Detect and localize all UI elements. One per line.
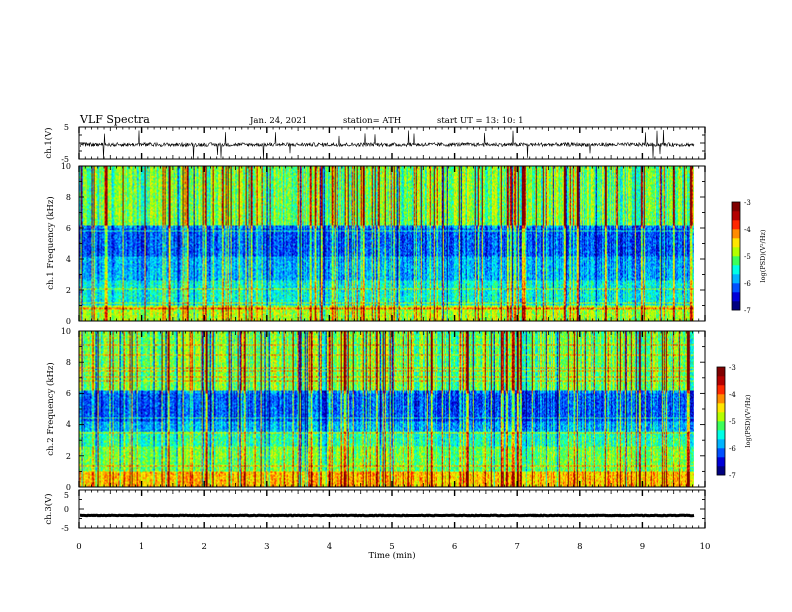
colorbar-step bbox=[732, 301, 740, 311]
ch2-freq-tick-8: 8 bbox=[66, 358, 71, 367]
ch2-colorbar-tick-m5: -5 bbox=[729, 418, 736, 426]
ch1-colorbar-tick-m3: -3 bbox=[744, 199, 751, 207]
colorbar-step bbox=[717, 412, 725, 422]
figure-title: VLF Spectra bbox=[79, 113, 150, 126]
colorbar-step bbox=[717, 394, 725, 404]
ch2-spectrogram-panel: 0 2 4 6 8 10 ch.2 Frequency (kHz) bbox=[45, 327, 706, 492]
ch1-colorbar: -3 -4 -5 -6 -7 log(PSD)(V²/Hz) bbox=[731, 199, 767, 315]
ch2-colorbar-gradient bbox=[717, 367, 725, 476]
ch2-colorbar-tick-m4: -4 bbox=[729, 391, 736, 399]
ch1-freq-tick-2: 2 bbox=[66, 286, 71, 295]
ch1-waveform-ylabel: ch.1(V) bbox=[43, 127, 54, 158]
time-tick-label: 8 bbox=[577, 542, 582, 552]
ch1-waveform-panel: 5 -5 ch.1(V) bbox=[43, 123, 706, 164]
spectrogram-heatmap-cells bbox=[79, 166, 694, 321]
colorbar-step bbox=[717, 367, 725, 377]
ch1-ytick-bottom: -5 bbox=[61, 155, 69, 164]
colorbar-step bbox=[732, 274, 740, 284]
ch1-colorbar-tick-m5: -5 bbox=[744, 253, 751, 261]
time-axis-label: Time (min) bbox=[368, 550, 415, 561]
time-tick-label: 9 bbox=[640, 542, 645, 552]
ch1-spectrogram-image bbox=[79, 166, 694, 321]
colorbar-step bbox=[717, 385, 725, 395]
ch3-ytick-bottom: -5 bbox=[61, 524, 69, 533]
date-label: Jan. 24, 2021 bbox=[249, 116, 307, 126]
time-tick-label: 5 bbox=[389, 542, 394, 552]
spectrogram-heatmap-cells bbox=[79, 331, 694, 487]
ch1-colorbar-tick-m7: -7 bbox=[744, 307, 751, 315]
ch2-colorbar-tick-m6: -6 bbox=[729, 445, 736, 453]
ch2-freq-tick-4: 4 bbox=[66, 420, 71, 429]
header: VLF Spectra Jan. 24, 2021 station= ATH s… bbox=[79, 113, 524, 126]
ch1-waveform-trace bbox=[80, 129, 695, 160]
ch1-ytick-top: 5 bbox=[64, 123, 69, 132]
colorbar-step bbox=[732, 202, 740, 212]
start-time-label: start UT = 13: 10: 1 bbox=[437, 116, 524, 126]
ch2-colorbar-tick-m3: -3 bbox=[729, 364, 736, 372]
ch3-ytick-mid: 0 bbox=[64, 505, 69, 514]
colorbar-step bbox=[717, 430, 725, 440]
ch1-colorbar-gradient bbox=[732, 202, 740, 311]
time-tick-label: 2 bbox=[201, 542, 206, 552]
ch3-waveform-ylabel: ch.3(V) bbox=[43, 493, 54, 524]
ch1-waveform-plot bbox=[80, 129, 695, 160]
time-tick-label: 4 bbox=[327, 542, 332, 552]
colorbar-step bbox=[732, 265, 740, 275]
station-label: station= ATH bbox=[343, 116, 401, 126]
time-tick-label: 6 bbox=[452, 542, 457, 552]
ch1-freq-tick-10: 10 bbox=[61, 162, 71, 171]
time-tick-labels: 0 1 2 3 4 5 6 7 8 9 10 bbox=[76, 542, 710, 552]
time-tick-label: 1 bbox=[139, 542, 144, 552]
ch1-spectrogram-ticks bbox=[78, 165, 706, 322]
ch1-freq-tick-4: 4 bbox=[66, 255, 71, 264]
ch2-spectrogram-image bbox=[79, 331, 694, 487]
ch1-spectrogram-panel: 0 2 4 6 8 10 ch.1 Frequency (kHz) bbox=[45, 162, 706, 326]
colorbar-step bbox=[717, 448, 725, 458]
colorbar-step bbox=[732, 211, 740, 221]
ch3-ytick-top: 5 bbox=[64, 491, 69, 500]
time-tick-label: 7 bbox=[514, 542, 519, 552]
time-tick-label: 3 bbox=[264, 542, 269, 552]
ch2-colorbar-label: log(PSD)(V²/Hz) bbox=[744, 394, 752, 447]
colorbar-step bbox=[717, 376, 725, 386]
colorbar-step bbox=[732, 292, 740, 302]
ch1-colorbar-tick-m6: -6 bbox=[744, 280, 751, 288]
colorbar-step bbox=[732, 256, 740, 266]
time-axis: 0 1 2 3 4 5 6 7 8 9 10 Time (min) bbox=[76, 542, 710, 561]
colorbar-step bbox=[717, 457, 725, 467]
ch1-colorbar-tick-m4: -4 bbox=[744, 226, 751, 234]
ch1-colorbar-frame bbox=[731, 201, 741, 311]
colorbar-step bbox=[732, 238, 740, 248]
ch2-spectrogram-ticks bbox=[78, 330, 706, 488]
ch1-colorbar-label: log(PSD)(V²/Hz) bbox=[759, 229, 767, 282]
ch1-freq-tick-6: 6 bbox=[66, 224, 71, 233]
ch2-colorbar-frame bbox=[716, 366, 726, 476]
ch2-colorbar-tick-m7: -7 bbox=[729, 472, 736, 480]
ch1-waveform-ticks bbox=[78, 126, 706, 160]
colorbar-step bbox=[717, 403, 725, 413]
ch2-freq-tick-2: 2 bbox=[66, 452, 71, 461]
colorbar-step bbox=[717, 421, 725, 431]
colorbar-step bbox=[732, 229, 740, 239]
ch3-waveform-plot bbox=[80, 513, 695, 518]
colorbar-step bbox=[717, 466, 725, 476]
ch1-freq-ylabel: ch.1 Frequency (kHz) bbox=[45, 196, 56, 289]
ch1-freq-tick-0: 0 bbox=[66, 317, 71, 326]
colorbar-step bbox=[732, 247, 740, 257]
ch2-colorbar: -3 -4 -5 -6 -7 log(PSD)(V²/Hz) bbox=[716, 364, 752, 480]
ch3-waveform-panel: 5 0 -5 ch.3(V) bbox=[43, 489, 706, 533]
colorbar-step bbox=[732, 220, 740, 230]
ch2-freq-ylabel: ch.2 Frequency (kHz) bbox=[45, 362, 56, 455]
ch2-freq-tick-0: 0 bbox=[66, 483, 71, 492]
ch1-freq-tick-8: 8 bbox=[66, 193, 71, 202]
colorbar-step bbox=[717, 439, 725, 449]
ch2-freq-tick-10: 10 bbox=[61, 327, 71, 336]
time-tick-label: 10 bbox=[700, 542, 711, 552]
time-tick-label: 0 bbox=[76, 542, 81, 552]
ch3-waveform-trace bbox=[80, 513, 695, 518]
ch2-freq-tick-6: 6 bbox=[66, 389, 71, 398]
ch3-waveform-ticks bbox=[78, 489, 706, 529]
colorbar-step bbox=[732, 283, 740, 293]
